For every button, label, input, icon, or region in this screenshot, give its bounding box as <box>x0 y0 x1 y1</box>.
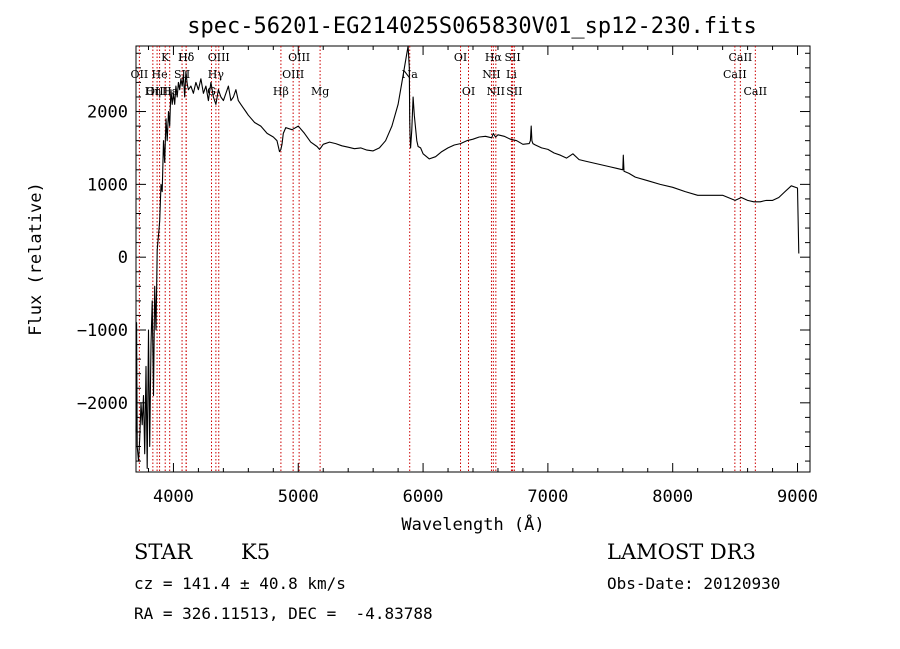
spectral-line-label: Li <box>506 68 517 81</box>
spectral-line-label: OIII <box>288 51 310 64</box>
spectral-line-label: OIII <box>146 85 168 98</box>
spectral-line-label: He <box>152 68 168 81</box>
spectral-line-label: Hβ <box>273 85 289 98</box>
spectral-line-label: NII <box>487 85 505 98</box>
spectral-line-label: G <box>207 85 216 98</box>
spectral-line-label: Hδ <box>178 51 195 64</box>
x-tick-label: 5000 <box>278 487 319 507</box>
x-tick-label: 7000 <box>527 487 568 507</box>
spectral-line-label: CaII <box>743 85 767 98</box>
chart-title-group: spec-56201-EG214025S065830V01_sp12-230.f… <box>187 14 757 39</box>
spectral-line-label: OII <box>131 68 149 81</box>
series-line-flux <box>135 45 800 469</box>
spectral-line-label: SII <box>506 85 522 98</box>
spectral-line-label: SII <box>504 51 520 64</box>
spectral-line-label: K <box>161 51 170 64</box>
spectral-line-label: SII <box>174 68 190 81</box>
y-tick-label: −2000 <box>77 394 128 414</box>
spectral-line-label: Hη <box>145 85 161 98</box>
survey-name: LAMOST DR3 <box>607 540 756 564</box>
y-tick-label: −1000 <box>77 321 128 341</box>
spectral-line-markers <box>138 46 756 472</box>
spectral-line-label: Mg <box>311 85 329 98</box>
y-tick-label: 2000 <box>87 103 128 123</box>
spectral-line-label: Hε <box>162 85 178 98</box>
observation-date: Obs-Date: 20120930 <box>607 574 781 593</box>
spectral-line-label: OIII <box>282 68 304 81</box>
y-tick-label: 0 <box>118 248 128 268</box>
chart-title: spec-56201-EG214025S065830V01_sp12-230.f… <box>187 14 757 39</box>
x-tick-label: 6000 <box>403 487 444 507</box>
redshift-cz: cz = 141.4 ± 40.8 km/s <box>134 574 346 593</box>
coordinates: RA = 326.11513, DEC = -4.83788 <box>134 604 433 623</box>
spectral-line-label: OI <box>462 85 475 98</box>
object-class: STAR <box>134 540 193 564</box>
spectral-line-label: OI <box>454 51 467 64</box>
axes: 4000 5000 6000 7000 8000 9000 −2000 −1000 0 1000 2… <box>26 45 818 535</box>
spectral-line-label: Hγ <box>208 68 225 81</box>
series-group <box>135 45 800 469</box>
spectral-line-label: CaII <box>729 51 753 64</box>
spectral-line-label: CaII <box>723 68 747 81</box>
x-tick-label: 8000 <box>652 487 693 507</box>
spectral-line-label: Hα <box>485 51 503 64</box>
y-axis-label: Flux (relative) <box>26 182 46 336</box>
spectral-line-label: NII <box>482 68 500 81</box>
y-tick-label: 1000 <box>87 175 128 195</box>
plot-frame <box>135 45 811 473</box>
x-axis-label: Wavelength (Å) <box>401 513 544 535</box>
spectral-line-label: Na <box>402 68 419 81</box>
spectral-line-label: Hδ <box>178 51 195 64</box>
x-tick-label: 9000 <box>777 487 818 507</box>
object-subclass: K5 <box>241 540 271 564</box>
spectral-line-label: OIII <box>208 51 230 64</box>
x-tick-label: 4000 <box>153 487 194 507</box>
